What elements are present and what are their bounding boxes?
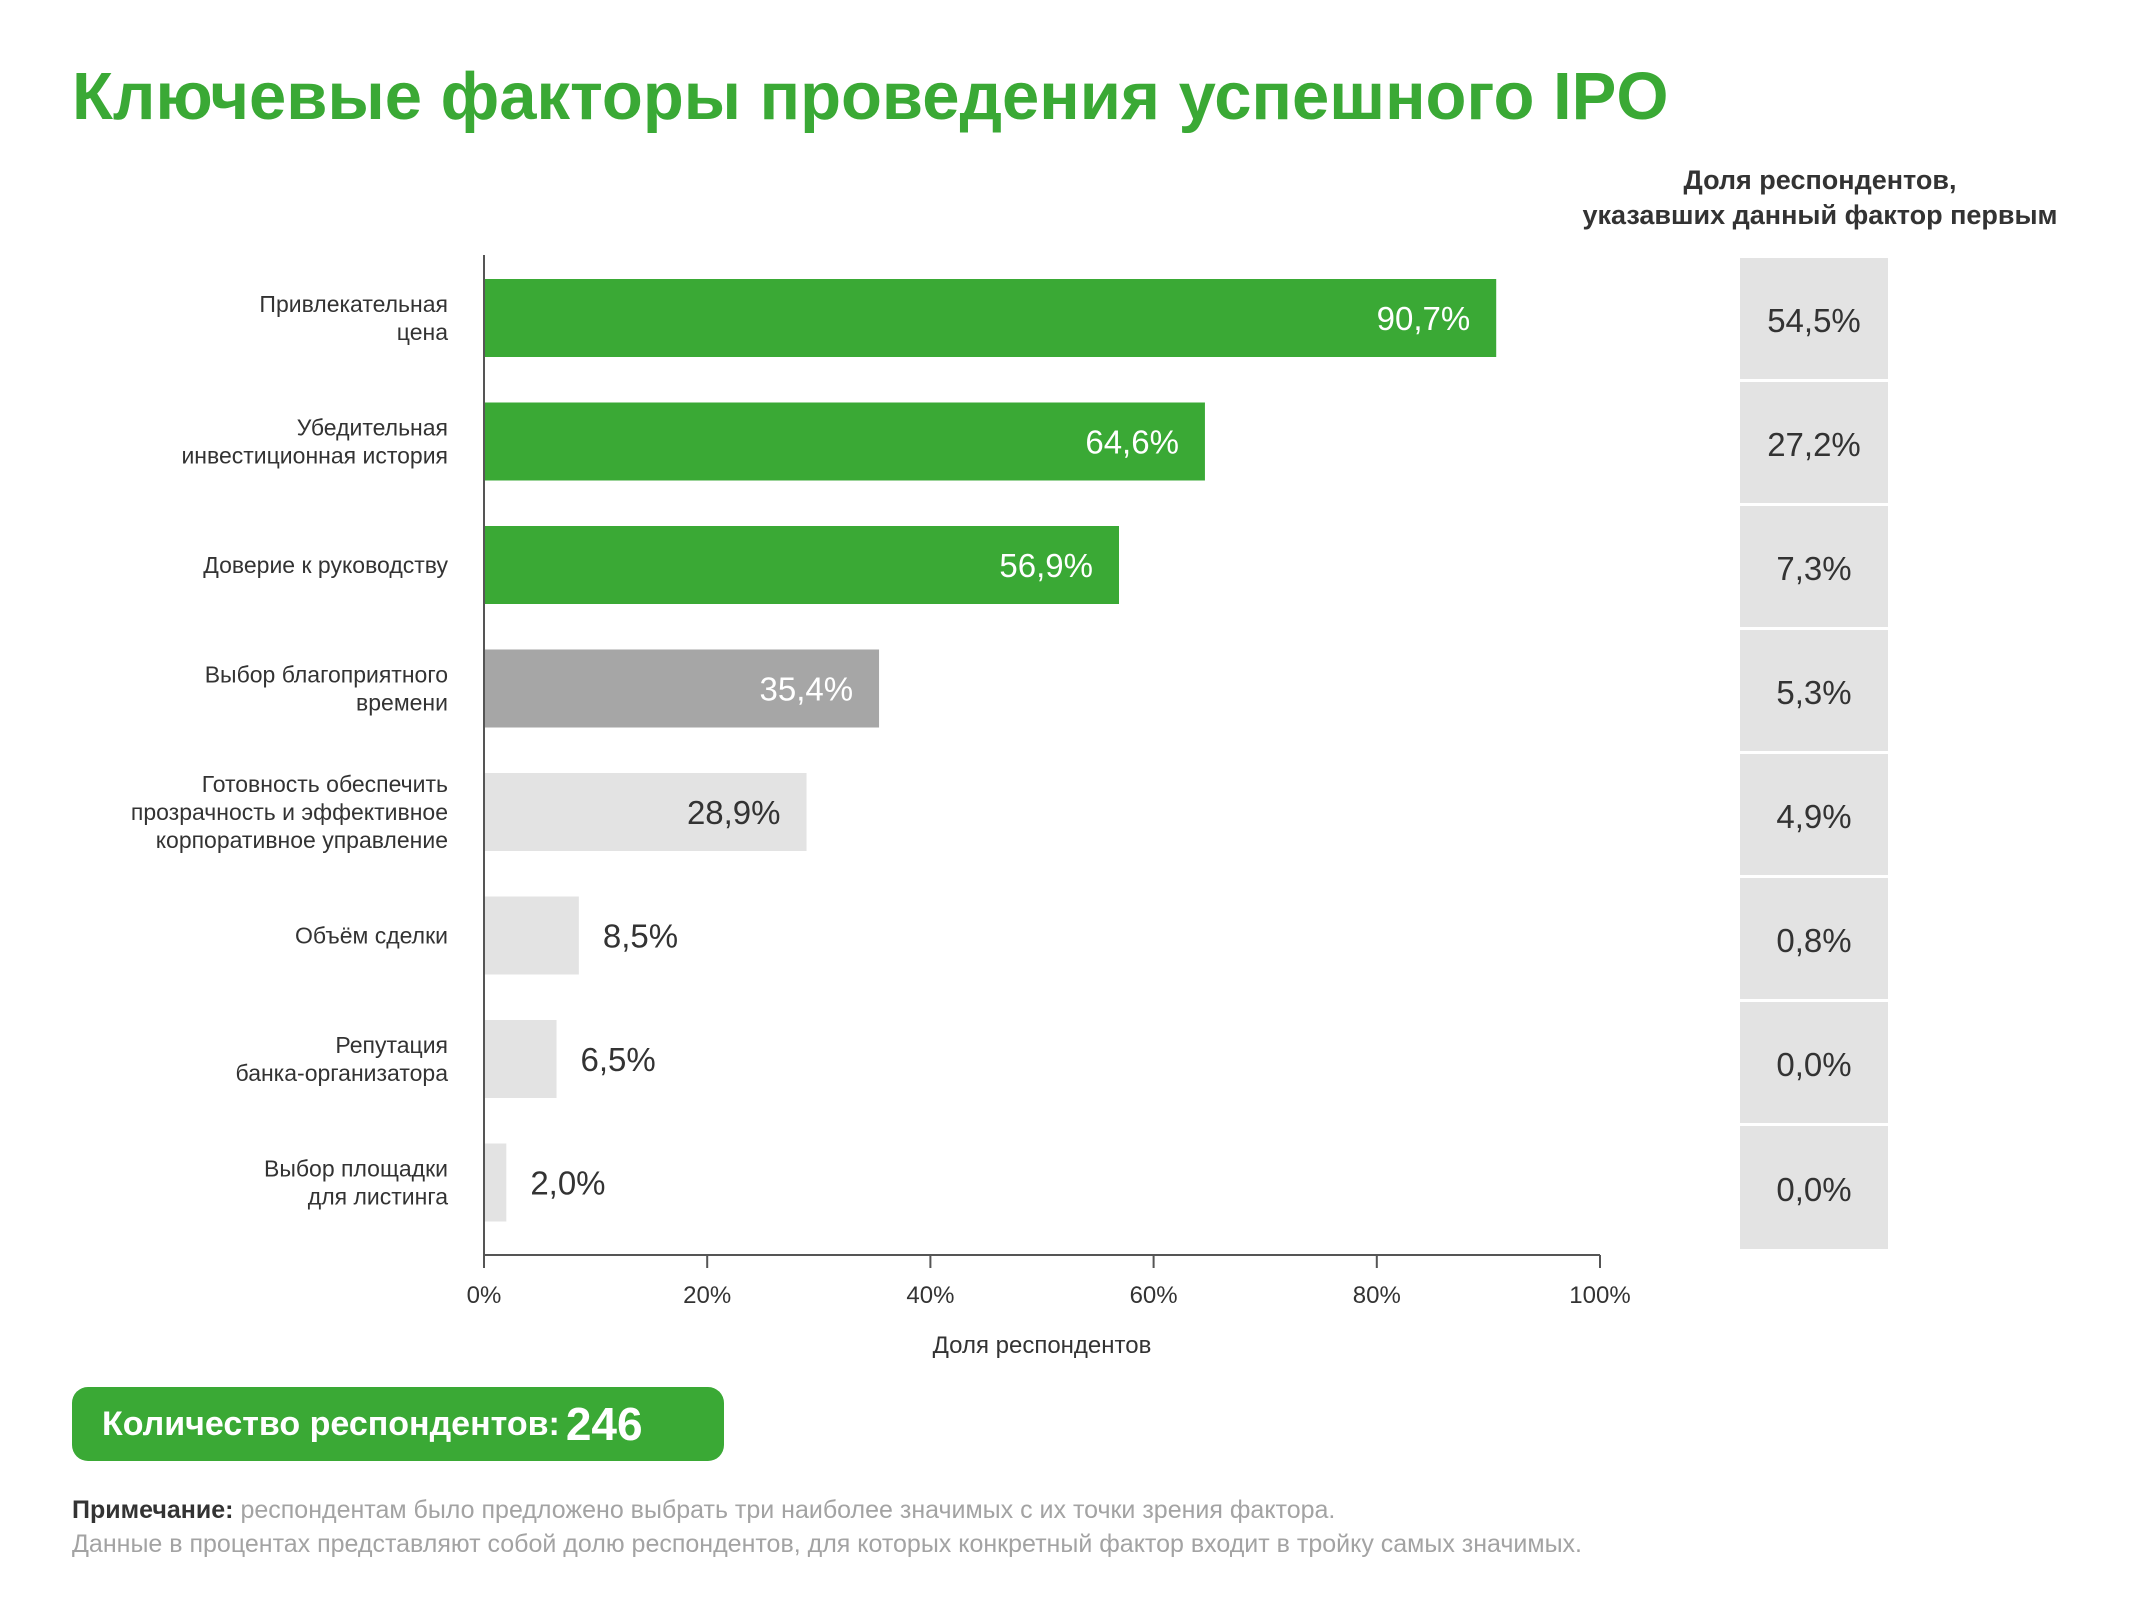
category-label-4-2: корпоративное управление xyxy=(156,827,448,853)
value-label-2: 56,9% xyxy=(999,547,1093,584)
value-label-3: 35,4% xyxy=(759,671,853,708)
x-tick-label-3: 60% xyxy=(1130,1282,1178,1309)
first-choice-cell-4 xyxy=(1740,754,1888,875)
footnote: Примечание: респондентам было предложено… xyxy=(72,1493,2092,1561)
value-label-5: 8,5% xyxy=(603,918,678,955)
category-label-7-1: для листинга xyxy=(308,1184,448,1210)
first-choice-value-6: 0,0% xyxy=(1776,1046,1851,1083)
footnote-text-1: респондентам было предложено выбрать три… xyxy=(233,1496,1336,1524)
value-labels-group: 90,7% 64,6% 56,9% 35,4% 28,9% 8,5% 6,5% 2,0% xyxy=(530,300,1470,1202)
bar-2 xyxy=(484,526,1120,604)
bar-7 xyxy=(484,1143,507,1222)
footnote-line-1: Примечание: респондентам было предложено… xyxy=(72,1493,2092,1527)
x-axis-label: Доля респондентов xyxy=(933,1332,1152,1359)
bar-0 xyxy=(484,279,1497,357)
bar-3 xyxy=(484,649,880,728)
category-label-2-0: Доверие к руководству xyxy=(203,552,448,578)
category-label-4-0: Готовность обеспечить xyxy=(202,771,448,797)
footnote-label: Примечание: xyxy=(72,1496,234,1524)
first-choice-header-line-2: указавших данный фактор первым xyxy=(1582,200,2058,230)
footnote-text-2: Данные в процентах представляют собой до… xyxy=(72,1530,1582,1558)
chart-title: Ключевые факторы проведения успешного IP… xyxy=(72,59,1669,134)
category-label-1-0: Убедительная xyxy=(297,415,448,441)
first-choice-cell-3 xyxy=(1740,630,1888,751)
respondents-label: Количество респондентов: xyxy=(102,1404,560,1443)
first-choice-cell-5 xyxy=(1740,878,1888,999)
x-tick-label-5: 100% xyxy=(1569,1282,1630,1309)
category-label-6-1: банка-организатора xyxy=(236,1060,449,1086)
bar-1 xyxy=(484,402,1205,481)
first-choice-cell-1 xyxy=(1740,382,1888,503)
x-tick-label-2: 40% xyxy=(906,1282,954,1309)
first-choice-value-7: 0,0% xyxy=(1776,1171,1851,1208)
first-choice-cell-7 xyxy=(1740,1126,1888,1249)
respondents-badge: Количество респондентов: 246 xyxy=(72,1387,724,1461)
category-label-1-1: инвестиционная история xyxy=(181,443,448,469)
bar-4 xyxy=(484,773,807,851)
first-choice-cell-0 xyxy=(1740,258,1888,379)
category-label-4-1: прозрачность и эффективное xyxy=(131,799,448,825)
first-choice-column: 54,5% 27,2% 7,3% 5,3% 4,9% 0,8% 0,0% 0,0% xyxy=(1740,258,1888,1249)
value-label-4: 28,9% xyxy=(687,794,781,831)
category-label-7-0: Выбор площадки xyxy=(264,1156,448,1182)
value-label-7: 2,0% xyxy=(530,1165,605,1202)
category-label-5-0: Объём сделки xyxy=(295,923,448,949)
respondents-count: 246 xyxy=(565,1398,643,1450)
category-label-0-0: Привлекательная xyxy=(259,291,448,317)
first-choice-cell-2 xyxy=(1740,506,1888,627)
category-label-6-0: Репутация xyxy=(335,1032,448,1058)
value-label-0: 90,7% xyxy=(1377,300,1471,337)
first-choice-value-4: 4,9% xyxy=(1776,798,1851,835)
x-tick-label-0: 0% xyxy=(467,1282,502,1309)
x-tick-label-4: 80% xyxy=(1353,1282,1401,1309)
first-choice-value-1: 27,2% xyxy=(1767,426,1861,463)
axes-group: 0% 20% 40% 60% 80% 100% Доля респондентов xyxy=(467,255,1631,1359)
first-choice-cell-6 xyxy=(1740,1002,1888,1123)
first-choice-value-2: 7,3% xyxy=(1776,550,1851,587)
category-label-0-1: цена xyxy=(397,319,448,345)
category-label-3-0: Выбор благоприятного xyxy=(205,662,448,688)
first-choice-value-3: 5,3% xyxy=(1776,674,1851,711)
bars-group xyxy=(484,279,1497,1222)
category-label-3-1: времени xyxy=(356,690,448,716)
first-choice-header-line-1: Доля респондентов, xyxy=(1683,165,1957,195)
first-choice-header: Доля респондентов, указавших данный факт… xyxy=(1540,163,2100,233)
value-label-1: 64,6% xyxy=(1085,424,1179,461)
bar-6 xyxy=(484,1020,557,1098)
first-choice-value-5: 0,8% xyxy=(1776,922,1851,959)
x-tick-label-1: 20% xyxy=(683,1282,731,1309)
value-label-6: 6,5% xyxy=(581,1041,656,1078)
first-choice-value-0: 54,5% xyxy=(1767,302,1861,339)
bar-5 xyxy=(484,896,579,975)
